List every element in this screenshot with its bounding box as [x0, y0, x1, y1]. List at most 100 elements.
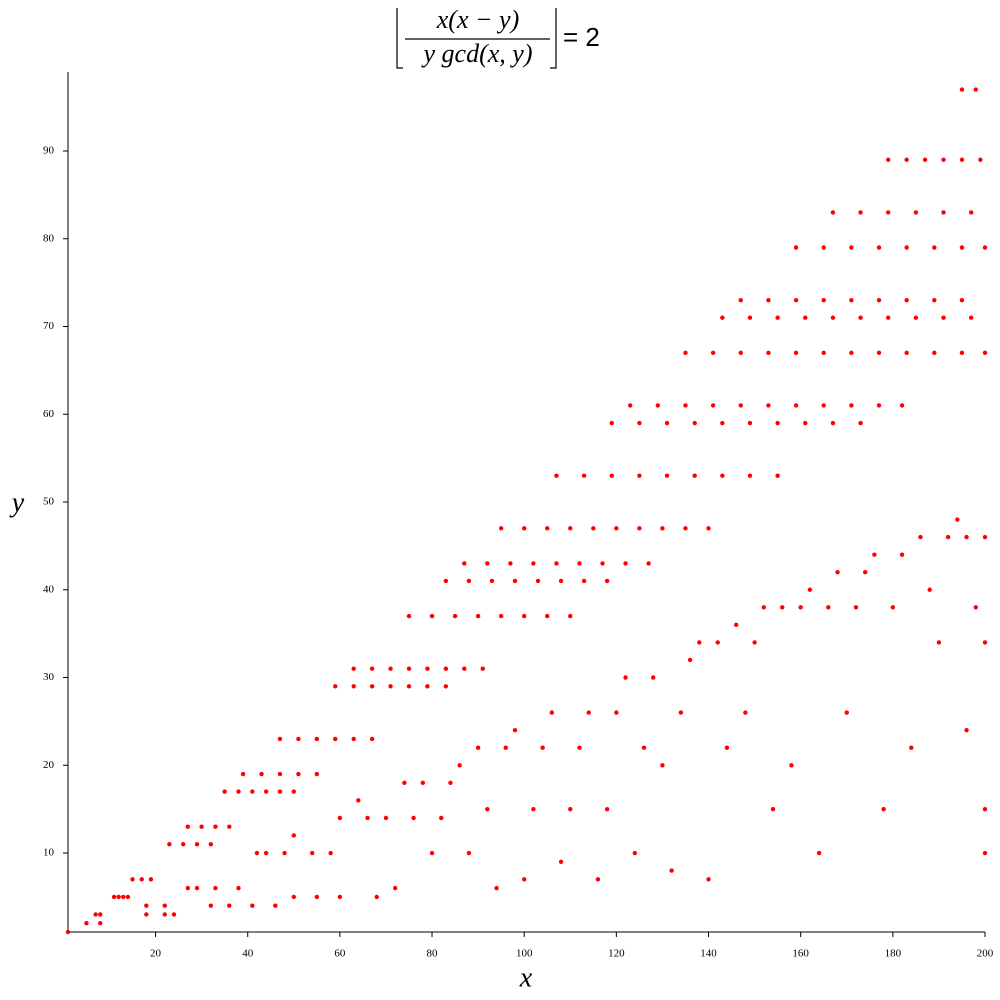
point — [609, 473, 614, 478]
point — [849, 297, 854, 303]
y-tick-label: 80 — [43, 232, 55, 244]
floor-brackets — [396, 8, 557, 69]
point — [250, 903, 255, 908]
point — [669, 868, 674, 873]
point — [545, 613, 550, 619]
point — [964, 727, 969, 733]
point — [821, 403, 826, 408]
point — [568, 526, 573, 531]
y-tick-label: 10 — [43, 847, 55, 859]
point — [835, 570, 840, 575]
point — [554, 561, 559, 566]
point — [830, 210, 836, 215]
point — [545, 526, 550, 531]
point — [692, 420, 697, 426]
point — [664, 420, 670, 426]
point — [208, 842, 214, 847]
point — [646, 561, 651, 566]
point — [485, 561, 490, 566]
point — [356, 798, 361, 803]
point — [494, 885, 499, 891]
point — [775, 420, 780, 426]
point — [932, 350, 937, 356]
point — [738, 403, 743, 408]
point — [171, 912, 177, 917]
point — [849, 245, 854, 250]
point — [558, 859, 564, 864]
point — [720, 420, 725, 426]
point — [277, 771, 283, 777]
point — [738, 297, 743, 303]
point — [250, 789, 255, 794]
point — [710, 403, 716, 408]
point — [148, 877, 154, 882]
point — [208, 903, 214, 908]
point — [982, 534, 988, 540]
point — [406, 666, 412, 671]
point — [554, 473, 559, 478]
title: x(x − y) y gcd(x, y) = 2 — [396, 5, 600, 69]
point — [821, 245, 826, 250]
point — [374, 894, 379, 900]
point — [936, 640, 942, 645]
point — [816, 850, 822, 856]
x-tick-label: 20 — [150, 948, 162, 960]
point — [130, 877, 135, 882]
point — [457, 763, 462, 768]
point — [439, 815, 444, 821]
point — [452, 613, 458, 619]
point — [692, 473, 697, 478]
point — [586, 710, 591, 715]
point — [982, 350, 988, 356]
x-tick-label: 60 — [334, 948, 346, 960]
point — [964, 534, 969, 540]
point — [715, 640, 720, 645]
point — [139, 877, 144, 882]
point — [604, 806, 610, 812]
point — [125, 894, 131, 900]
point — [581, 578, 587, 584]
point — [259, 771, 264, 777]
point — [683, 526, 688, 531]
y-tick-label: 50 — [43, 496, 55, 508]
point — [93, 912, 98, 917]
point — [623, 561, 628, 566]
point — [830, 420, 836, 426]
point — [489, 578, 495, 584]
point — [314, 736, 320, 742]
point — [955, 517, 960, 522]
point — [982, 640, 988, 645]
point — [978, 157, 983, 162]
x-axis-label: x — [519, 962, 533, 993]
point — [194, 842, 200, 847]
point — [337, 894, 343, 900]
point — [521, 877, 527, 882]
x-tick-label: 180 — [885, 948, 902, 960]
point — [720, 473, 725, 478]
point — [876, 350, 882, 356]
point — [236, 885, 241, 891]
point — [793, 297, 799, 303]
point — [770, 806, 776, 812]
point — [351, 684, 356, 689]
point — [909, 745, 914, 750]
point — [236, 789, 241, 794]
point — [227, 903, 232, 908]
point — [222, 789, 227, 794]
point — [913, 210, 919, 215]
point — [697, 640, 702, 645]
point — [637, 473, 642, 478]
point — [328, 850, 333, 856]
point — [213, 885, 218, 891]
point — [637, 420, 642, 426]
point — [904, 297, 909, 303]
point — [678, 710, 684, 715]
point — [420, 780, 426, 786]
point — [862, 570, 868, 575]
point — [291, 894, 296, 900]
y-tick-label: 20 — [43, 759, 55, 771]
point — [503, 745, 508, 750]
point — [927, 587, 932, 592]
point — [664, 473, 670, 478]
title-numerator: x(x − y) — [436, 5, 519, 34]
